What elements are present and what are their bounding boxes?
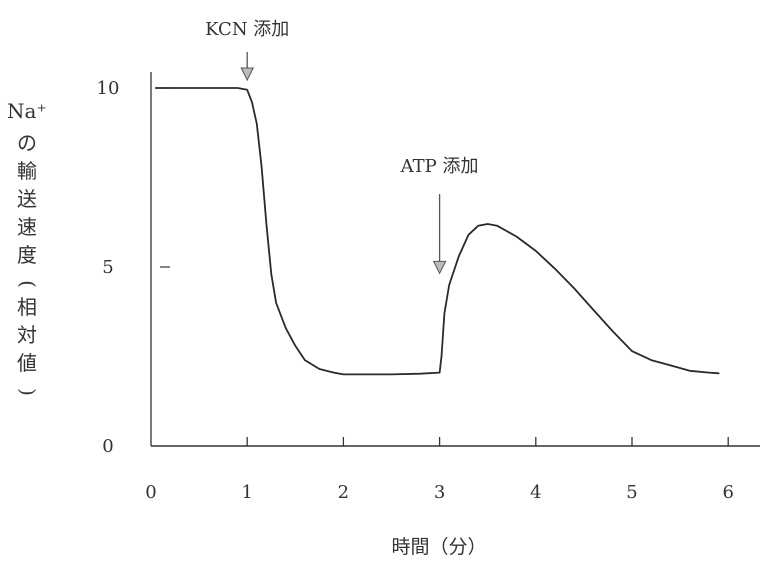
- x-ticks: 0 1 2 3 4 5 6: [145, 437, 734, 503]
- y-axis-label-char: 送: [17, 187, 37, 211]
- y-axis-label-char: 度: [17, 243, 37, 267]
- annotation: ATP 添加: [400, 156, 479, 275]
- y-tick-label: 10: [97, 78, 120, 99]
- y-tick-label: 5: [102, 257, 113, 278]
- x-tick-label: 3: [434, 482, 445, 503]
- x-tick-label: 4: [530, 482, 541, 503]
- y-tick-label: 0: [102, 436, 113, 457]
- annotation-layer: KCN 添加 ATP 添加: [205, 19, 479, 275]
- y-axis-label-line: Na⁺: [7, 99, 47, 123]
- y-ticks: 0 5 10: [97, 78, 170, 457]
- y-axis-label-char: (: [16, 280, 40, 288]
- x-tick-label: 6: [722, 482, 733, 503]
- axes: [150, 72, 760, 447]
- x-tick-label: 1: [241, 482, 252, 503]
- series-layer: [154, 87, 720, 376]
- y-axis-label-char: ): [16, 388, 40, 396]
- annotation-label: KCN 添加: [205, 19, 289, 40]
- y-axis-label-char: 相: [17, 295, 37, 319]
- y-axis-label-char: 対: [17, 323, 37, 347]
- y-axis-label-char: 速: [17, 215, 37, 239]
- x-axis-label: 時間（分）: [391, 536, 486, 558]
- y-axis-label-char: の: [17, 131, 37, 155]
- annotation-label: ATP 添加: [400, 156, 479, 177]
- x-tick-label: 5: [626, 482, 637, 503]
- series-line: [154, 87, 720, 376]
- annotation: KCN 添加: [205, 19, 289, 82]
- x-tick-label: 2: [338, 482, 349, 503]
- x-tick-label: 0: [145, 482, 156, 503]
- y-axis-label-char: 輸: [17, 159, 37, 183]
- y-axis-label-char: 値: [17, 351, 37, 375]
- annotation-arrow-head: [240, 67, 255, 82]
- annotation-arrow-head: [432, 260, 447, 275]
